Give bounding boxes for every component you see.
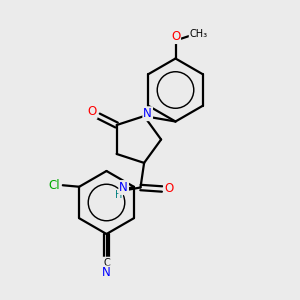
- Text: O: O: [171, 30, 180, 43]
- Text: Cl: Cl: [49, 179, 60, 192]
- Text: N: N: [143, 107, 152, 120]
- Text: O: O: [164, 182, 173, 195]
- Text: N: N: [102, 266, 111, 280]
- Text: N: N: [119, 181, 128, 194]
- Text: O: O: [87, 105, 97, 118]
- Text: CH₃: CH₃: [190, 29, 208, 39]
- Text: C: C: [103, 257, 110, 268]
- Text: H: H: [115, 190, 122, 200]
